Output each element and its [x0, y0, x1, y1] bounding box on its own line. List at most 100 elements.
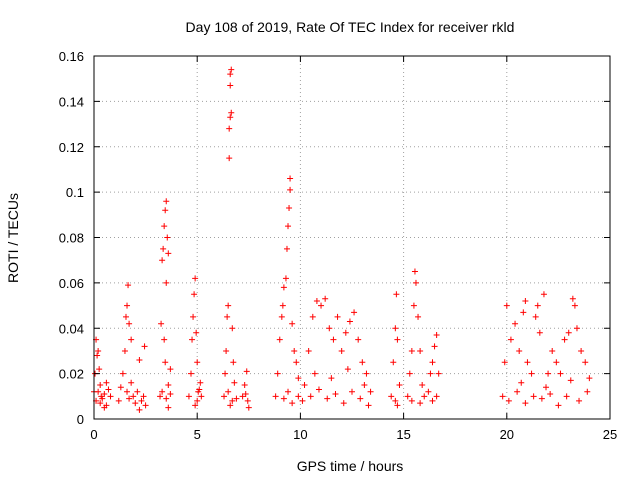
data-point: [330, 336, 337, 343]
data-point: [97, 381, 104, 388]
data-point: [429, 397, 436, 404]
data-point: [582, 359, 589, 366]
data-point: [417, 347, 424, 354]
data-point: [299, 397, 306, 404]
axis-ticks: [93, 55, 611, 420]
y-axis-label: ROTI / TECUs: [5, 193, 21, 283]
data-point: [157, 393, 164, 400]
data-point: [499, 393, 506, 400]
data-point: [512, 320, 519, 327]
data-point: [573, 325, 580, 332]
data-point: [163, 198, 170, 205]
chart-title: Day 108 of 2019, Rate Of TEC Index for r…: [186, 19, 515, 35]
data-point: [159, 388, 166, 395]
data-point: [225, 302, 232, 309]
data-point: [97, 400, 104, 407]
data-point: [276, 336, 283, 343]
data-point: [161, 223, 168, 230]
data-point: [225, 388, 232, 395]
data-point: [227, 114, 234, 121]
data-point: [501, 359, 508, 366]
data-point: [242, 391, 249, 398]
data-point: [427, 370, 434, 377]
data-point: [190, 313, 197, 320]
data-point: [295, 393, 302, 400]
data-point: [419, 381, 426, 388]
data-point: [103, 379, 110, 386]
data-point: [534, 302, 541, 309]
data-point: [433, 332, 440, 339]
data-point: [404, 393, 411, 400]
data-point: [165, 381, 172, 388]
data-point: [285, 223, 292, 230]
data-point: [301, 381, 308, 388]
x-tick-label: 20: [500, 427, 514, 442]
data-point: [132, 400, 139, 407]
data-point: [309, 313, 316, 320]
data-point: [311, 370, 318, 377]
data-point: [576, 397, 583, 404]
data-point: [194, 397, 201, 404]
data-point: [567, 377, 574, 384]
data-point: [99, 395, 106, 402]
x-tick-label: 15: [396, 427, 410, 442]
data-point: [417, 400, 424, 407]
data-point: [130, 393, 137, 400]
data-point: [359, 359, 366, 366]
data-point: [117, 384, 124, 391]
data-point: [516, 347, 523, 354]
y-tick-label: 0.14: [59, 94, 84, 109]
data-point: [355, 336, 362, 343]
data-point: [332, 391, 339, 398]
data-point: [326, 325, 333, 332]
data-point: [557, 370, 564, 377]
data-point: [159, 257, 166, 264]
data-point: [569, 295, 576, 302]
data-point: [96, 366, 103, 373]
data-point: [415, 313, 422, 320]
data-point: [425, 388, 432, 395]
data-point: [162, 359, 169, 366]
data-point: [524, 359, 531, 366]
data-point: [95, 388, 102, 395]
data-point: [107, 393, 114, 400]
data-point: [561, 336, 568, 343]
data-point: [522, 298, 529, 305]
data-point: [195, 388, 202, 395]
data-point: [392, 397, 399, 404]
data-point: [189, 336, 196, 343]
data-point: [126, 395, 133, 402]
data-point: [396, 381, 403, 388]
data-point: [289, 400, 296, 407]
data-point: [286, 205, 293, 212]
data-point: [313, 298, 320, 305]
data-point: [226, 155, 233, 162]
data-point: [532, 313, 539, 320]
data-point: [367, 388, 374, 395]
data-point: [507, 336, 514, 343]
data-point: [351, 309, 358, 316]
data-point: [522, 400, 529, 407]
data-point: [241, 381, 248, 388]
data-point: [245, 404, 252, 411]
data-point: [388, 393, 395, 400]
data-point: [244, 397, 251, 404]
data-point: [421, 393, 428, 400]
data-point: [563, 393, 570, 400]
data-point: [167, 366, 174, 373]
data-point: [324, 395, 331, 402]
data-point: [315, 386, 322, 393]
data-points: [91, 66, 593, 413]
data-point: [126, 320, 133, 327]
data-point: [514, 388, 521, 395]
y-tick-label: 0.02: [59, 367, 84, 382]
data-point: [410, 302, 417, 309]
data-point: [293, 359, 300, 366]
data-point: [555, 402, 562, 409]
data-point: [101, 404, 108, 411]
data-point: [192, 402, 199, 409]
data-point: [223, 347, 230, 354]
data-point: [94, 352, 101, 359]
data-point: [221, 393, 228, 400]
data-point: [520, 309, 527, 316]
